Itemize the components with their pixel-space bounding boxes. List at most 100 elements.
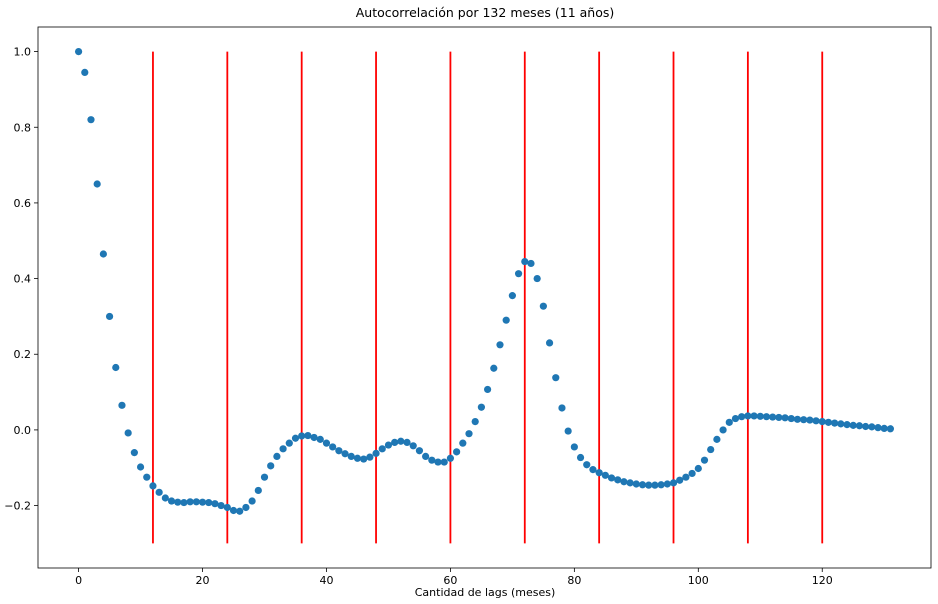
point (731, 414, 740, 423)
plot-frame (37, 26, 932, 569)
x-tick-label: 100 (688, 574, 709, 587)
point (657, 481, 665, 489)
point (316, 435, 324, 443)
point (124, 429, 132, 437)
point (378, 445, 386, 453)
point (849, 421, 857, 429)
y-tick-label: 0.0 (14, 424, 32, 437)
point (738, 413, 746, 421)
point (403, 438, 411, 446)
point (527, 259, 535, 268)
point (818, 417, 826, 426)
point (279, 445, 287, 453)
point (130, 449, 138, 457)
point (267, 462, 275, 470)
point (440, 458, 448, 466)
point (514, 270, 523, 278)
point (434, 458, 442, 466)
y-tick-label: 0.2 (14, 348, 32, 361)
point (211, 500, 219, 508)
point (471, 417, 479, 426)
point (335, 447, 343, 455)
point (490, 364, 498, 372)
point (583, 461, 591, 469)
point (372, 449, 380, 457)
point (74, 47, 83, 56)
point (186, 498, 194, 506)
x-tick-label: 120 (812, 574, 833, 587)
point (539, 302, 547, 310)
point (713, 435, 721, 443)
point (868, 423, 876, 431)
point (663, 480, 671, 488)
point (812, 417, 820, 425)
point (725, 418, 733, 426)
point (155, 488, 163, 496)
y-tick-label: 0.8 (14, 121, 32, 134)
point (273, 452, 281, 460)
point (824, 418, 833, 426)
point (99, 250, 107, 258)
point (415, 447, 424, 455)
y-tick-label: −0.2 (4, 500, 31, 513)
point (552, 374, 560, 382)
point (651, 481, 659, 489)
point (87, 116, 95, 124)
point (93, 180, 101, 188)
point (118, 401, 126, 409)
point (229, 506, 238, 515)
point (707, 445, 715, 454)
point (502, 316, 510, 324)
point (217, 501, 225, 510)
x-tick-label: 60 (443, 574, 457, 587)
point (285, 439, 293, 447)
x-tick-label: 40 (319, 574, 333, 587)
point (496, 341, 504, 349)
point (310, 433, 318, 442)
point (806, 416, 814, 424)
point (769, 413, 777, 421)
point (167, 497, 176, 505)
point (756, 412, 764, 420)
point (366, 453, 374, 461)
point (391, 438, 399, 446)
point (483, 385, 492, 394)
point (700, 456, 709, 464)
point (360, 455, 368, 463)
point (545, 339, 554, 347)
point (353, 454, 362, 462)
point (180, 498, 188, 507)
point (589, 466, 597, 474)
point (719, 426, 727, 434)
point (136, 463, 145, 471)
point (322, 439, 331, 447)
point (669, 479, 678, 487)
point (886, 425, 895, 433)
point (595, 469, 603, 477)
point (248, 497, 256, 505)
point (694, 464, 702, 473)
point (576, 453, 585, 462)
point (161, 494, 169, 502)
point (607, 474, 616, 482)
point (614, 476, 622, 484)
point (831, 419, 839, 427)
point (787, 414, 795, 423)
point (174, 498, 182, 506)
point (81, 68, 89, 76)
point (223, 503, 231, 512)
point (744, 412, 752, 420)
point (260, 473, 269, 481)
point (601, 471, 609, 479)
chart-title: Autocorrelación por 132 meses (11 años) (356, 5, 615, 20)
point (236, 507, 244, 515)
point (750, 412, 758, 420)
y-tick-label: 1.0 (14, 46, 32, 59)
point (570, 443, 578, 451)
point (149, 482, 157, 490)
y-tick-label: 0.6 (14, 197, 32, 210)
point (242, 503, 250, 512)
